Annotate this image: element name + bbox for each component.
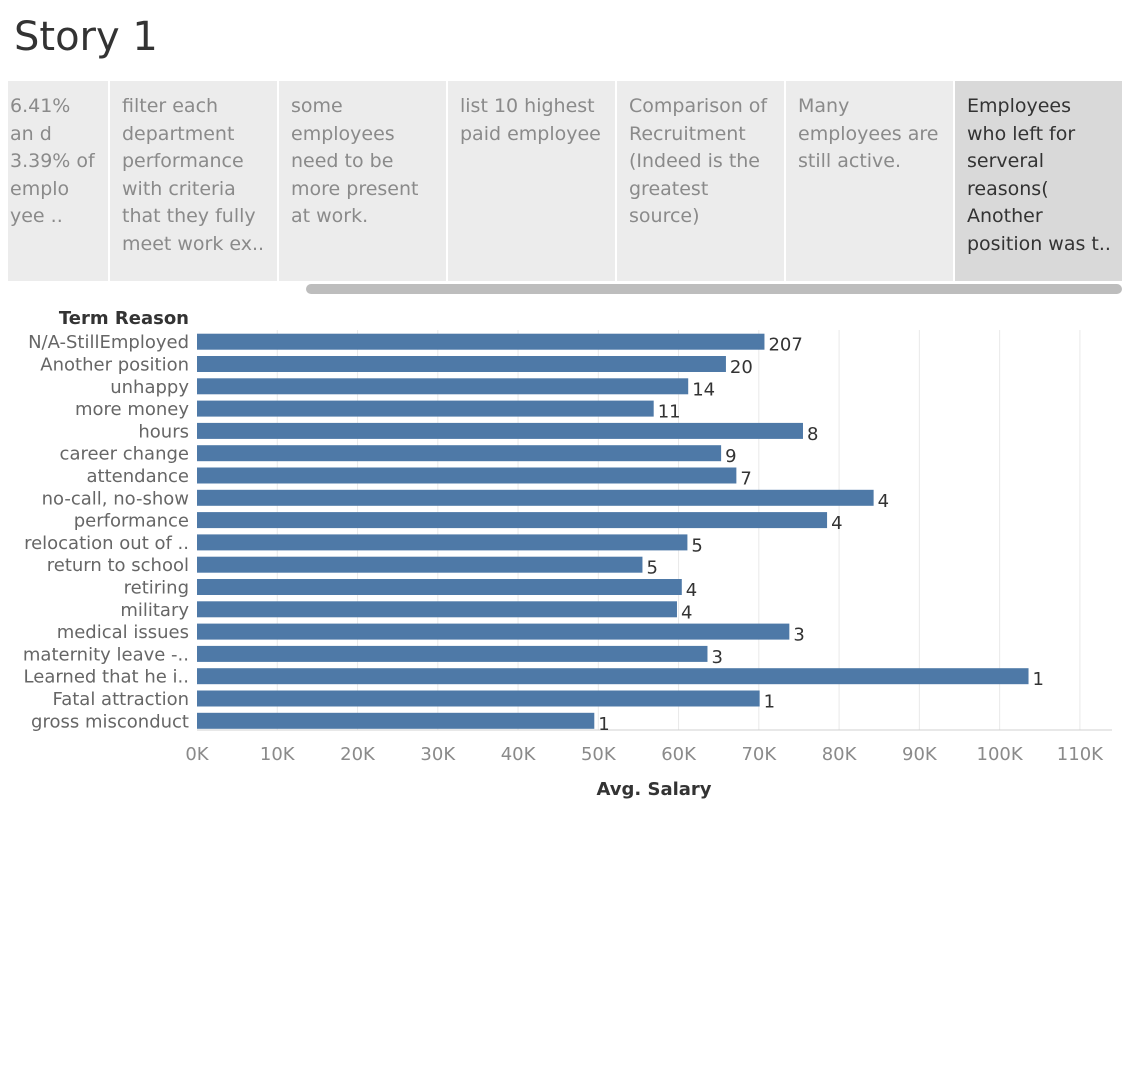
category-label: Learned that he i.. xyxy=(24,667,189,688)
data-label: 1 xyxy=(764,692,775,713)
x-tick-label: 80K xyxy=(822,744,858,765)
story-point-7[interactable]: Employees who left for serveral reasons(… xyxy=(955,81,1122,281)
bar xyxy=(197,467,737,484)
data-label: 20 xyxy=(730,357,753,378)
category-label: more money xyxy=(75,399,189,420)
bar xyxy=(197,556,643,573)
category-label: hours xyxy=(138,421,189,442)
data-label: 4 xyxy=(831,513,842,534)
story-point-6[interactable]: Many employees are still active. xyxy=(786,81,955,281)
x-tick-label: 0K xyxy=(185,744,209,765)
category-label: relocation out of .. xyxy=(24,533,189,554)
x-axis-title: Avg. Salary xyxy=(596,779,711,800)
x-tick-label: 10K xyxy=(260,744,296,765)
bar xyxy=(197,534,688,551)
category-label: medical issues xyxy=(57,622,189,643)
bar xyxy=(197,489,874,506)
data-label: 9 xyxy=(725,446,736,467)
navigator-scrollbar[interactable] xyxy=(306,284,1122,294)
story-point-5[interactable]: Comparison of Recruitment (Indeed is the… xyxy=(617,81,786,281)
bar xyxy=(197,400,654,417)
bar xyxy=(197,378,689,395)
bar xyxy=(197,333,765,350)
category-label: no-call, no-show xyxy=(42,488,189,509)
bar xyxy=(197,690,760,707)
bar xyxy=(197,623,790,640)
story-title: Story 1 xyxy=(14,14,158,60)
bar xyxy=(197,512,828,529)
x-tick-label: 30K xyxy=(420,744,456,765)
x-tick-label: 90K xyxy=(902,744,938,765)
data-label: 11 xyxy=(658,402,681,423)
x-tick-label: 100K xyxy=(977,744,1024,765)
category-label: N/A-StillEmployed xyxy=(28,332,189,353)
x-tick-label: 20K xyxy=(340,744,376,765)
data-label: 1 xyxy=(1033,669,1044,690)
story-point-2[interactable]: filter each department performance with … xyxy=(110,81,279,281)
data-label: 3 xyxy=(793,625,804,646)
bar xyxy=(197,601,677,618)
x-tick-label: 40K xyxy=(501,744,537,765)
story-navigator: 6.41% an d 3.39% of emplo yee .. filter e… xyxy=(8,81,1122,281)
row-header: Term Reason xyxy=(59,308,189,329)
category-label: return to school xyxy=(47,555,189,576)
story-point-1[interactable]: 6.41% an d 3.39% of emplo yee .. xyxy=(8,81,110,281)
category-label: gross misconduct xyxy=(31,711,189,732)
category-label: maternity leave -.. xyxy=(23,644,189,665)
data-label: 5 xyxy=(691,535,702,556)
data-label: 8 xyxy=(807,424,818,445)
category-label: military xyxy=(120,600,189,621)
bar xyxy=(197,422,803,439)
data-label: 4 xyxy=(686,580,697,601)
x-tick-label: 110K xyxy=(1057,744,1104,765)
data-label: 207 xyxy=(768,335,802,356)
data-label: 14 xyxy=(692,379,715,400)
story-point-4[interactable]: list 10 highest paid employee xyxy=(448,81,617,281)
data-label: 7 xyxy=(740,469,751,490)
bar xyxy=(197,445,722,462)
category-label: Another position xyxy=(40,355,189,376)
story-point-3[interactable]: some employees need to be more present a… xyxy=(279,81,448,281)
data-label: 4 xyxy=(681,602,692,623)
data-label: 4 xyxy=(878,491,889,512)
category-label: retiring xyxy=(124,578,189,599)
bar xyxy=(197,712,595,729)
bar-chart: 0K 10K 20K 30K 40K 50K 60K 70K 80K 90K 100K 110K Avg… xyxy=(23,308,1112,800)
x-tick-label: 60K xyxy=(661,744,697,765)
category-label: performance xyxy=(74,511,189,532)
category-label: unhappy xyxy=(110,377,189,398)
x-tick-label: 70K xyxy=(741,744,777,765)
category-label: career change xyxy=(60,444,189,465)
data-label: 5 xyxy=(646,558,657,579)
data-label: 1 xyxy=(598,714,609,735)
bar xyxy=(197,356,726,372)
bar xyxy=(197,579,682,595)
bar xyxy=(197,645,708,662)
x-tick-label: 50K xyxy=(581,744,617,765)
data-label: 3 xyxy=(711,647,722,668)
category-label: Fatal attraction xyxy=(53,689,190,710)
category-label: attendance xyxy=(87,466,189,487)
bar xyxy=(197,668,1029,685)
